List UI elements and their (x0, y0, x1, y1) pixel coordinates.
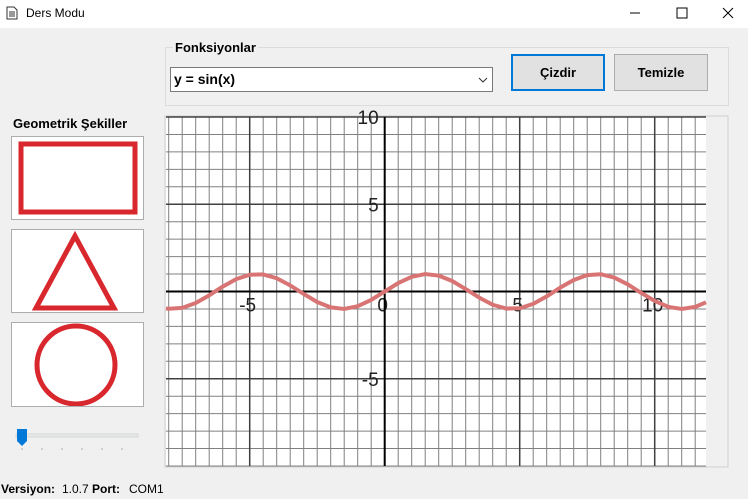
version-label: Versiyon: (1, 482, 56, 496)
circle-icon (34, 323, 118, 407)
triangle-button[interactable] (11, 229, 144, 313)
selected-function: y = sin(x) (174, 71, 236, 87)
rectangle-button[interactable] (11, 136, 144, 220)
y-tick-label: 10 (358, 108, 379, 129)
circle-button[interactable] (11, 322, 144, 407)
version: 1.0.7 (62, 482, 89, 496)
window-controls[interactable] (620, 0, 748, 28)
shapes-label: Geometrik Şekiller (13, 116, 128, 131)
x-tick-label: -5 (239, 296, 256, 317)
rectangle-icon (18, 141, 138, 215)
draw-button[interactable]: Çizdir (511, 54, 605, 91)
window-title: Ders Modu (26, 6, 85, 20)
x-tick-label: 0 (377, 296, 388, 317)
y-tick-label: -5 (362, 370, 379, 391)
x-tick-label: 5 (512, 296, 523, 317)
function-curve (165, 272, 707, 311)
triangle-icon (31, 230, 119, 311)
status-bar: Versiyon: 1.0.7 Port: COM1 (0, 480, 748, 499)
function-select[interactable]: y = sin(x) (170, 67, 493, 92)
dropdown-arrow (478, 77, 488, 83)
clear-button[interactable]: Temizle (614, 54, 708, 91)
port-label: Port: (92, 482, 120, 496)
y-tick-label: 5 (368, 195, 379, 216)
app-icon (6, 6, 18, 20)
group-label: Fonksiyonlar (173, 40, 258, 55)
clear-button-label: Temizle (637, 65, 685, 80)
function-group (165, 47, 729, 106)
port: COM1 (129, 482, 164, 496)
slider[interactable] (12, 426, 142, 450)
draw-button-label: Çizdir (539, 65, 577, 80)
title-bar: Ders Modu (0, 0, 748, 28)
